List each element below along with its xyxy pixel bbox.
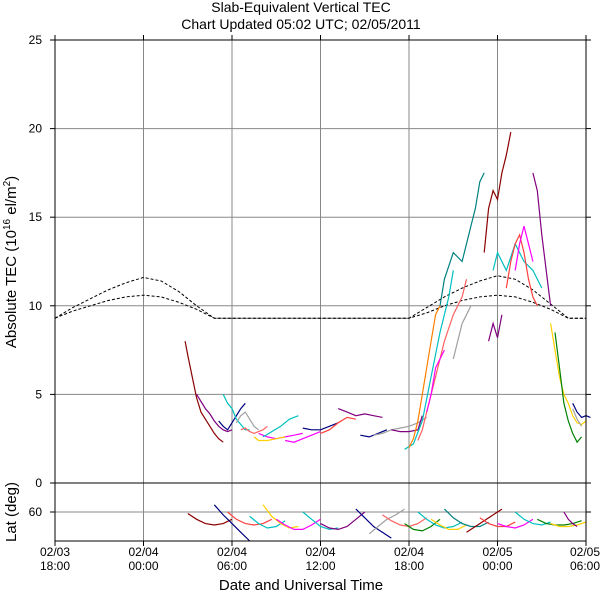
x-tick-date: 02/03 [40,545,70,559]
lat-tick-label: 60 [29,505,43,519]
lat-series-line [355,508,392,539]
tec-series-line [532,172,552,306]
lat-series-line [514,511,551,526]
lat-series-line [382,514,428,528]
tec-series-line [253,436,286,442]
y-label-mid: el/m [3,186,20,219]
x-tick-date: 02/04 [394,545,424,559]
lat-series-line [550,521,587,528]
tec-series-line [196,394,233,433]
tec-series-line [505,233,538,307]
x-tick-date: 02/05 [570,545,600,559]
lat-series-line [187,512,233,526]
lat-series-line [430,518,467,531]
lat-series-line [368,508,405,535]
lat-series-line [497,518,534,529]
y-tick-label: 25 [29,33,43,47]
tec-series-line [320,416,357,434]
chart-title: Slab-Equivalent Vertical TEC [211,0,391,15]
tec-series-line [240,425,268,435]
reference-curve [54,275,586,319]
y-label-exp: 16 [2,218,13,230]
x-tick-time: 00:00 [128,559,158,573]
x-tick-date: 02/04 [128,545,158,559]
lat-series-line [417,511,463,529]
main-y-ticks: 0 5 10 15 20 25 [29,33,591,490]
x-axis-label: Date and Universal Time [219,577,383,592]
tec-series-line [417,279,468,441]
tec-series-line [235,411,259,431]
reference-curves [54,275,586,319]
reference-curve [54,294,586,319]
tec-series-line [184,341,224,443]
chart-subtitle: Chart Updated 05:02 UTC; 02/05/2011 [181,16,421,32]
lat-series-line [227,511,273,526]
y-axis-label-lat: Lat (deg) [3,482,20,542]
y-tick-label: 15 [29,210,43,224]
x-tick-time: 00:00 [482,559,512,573]
tec-series-line [218,402,246,431]
tec-series-line [408,305,441,448]
tec-series-line [404,270,454,450]
lat-series-line [213,504,251,542]
x-tick-date: 02/04 [305,545,335,559]
y-tick-label: 10 [29,299,43,313]
tec-series-line [488,314,503,342]
tec-series-line [554,332,583,444]
y-label-suffix: ) [3,176,20,181]
y-axis-label-main: Absolute TEC (1016 el/m2) [2,176,20,348]
tec-series-line [492,242,543,289]
lat-series-line [262,504,299,529]
tec-series-line [452,305,472,360]
lat-grid [54,483,587,541]
lat-series-line [275,518,321,531]
x-tick-time: 06:00 [570,559,600,573]
y-label-exp2: 2 [2,180,13,186]
lat-series-line [249,515,286,529]
lat-series-line [537,518,582,526]
x-tick-time: 12:00 [305,559,335,573]
main-grid [54,39,587,484]
x-tick-time: 06:00 [217,559,247,573]
lat-y-ticks: 60 [29,482,591,519]
tec-series-line [514,225,534,271]
y-tick-label: 20 [29,122,43,136]
y-tick-label: 5 [35,387,42,401]
tec-series-line [337,408,383,418]
x-tick-time: 18:00 [40,559,70,573]
y-label-prefix: Absolute TEC (10 [3,230,20,348]
tec-series-line [426,349,445,413]
tec-series-line [572,403,591,419]
x-tick-time: 18:00 [394,559,424,573]
lat-series [187,504,587,542]
lat-series-line [479,517,516,528]
lat-series-line [563,511,578,528]
tec-series-line [439,172,485,306]
tec-series-line [483,131,512,253]
lat-series-line [320,511,366,531]
x-tick-date: 02/05 [482,545,512,559]
x-ticks: 02/0318:0002/0400:0002/0406:0002/0412:00… [40,35,600,573]
tec-series-line [572,408,583,427]
tec-series-line [284,431,321,443]
tec-series-line [302,422,339,431]
tec-series [184,131,591,450]
tec-series-line [222,394,250,431]
x-tick-date: 02/04 [217,545,247,559]
lat-series-line [443,508,489,528]
tec-series-line [391,415,423,433]
y-tick-label: 0 [35,476,42,490]
tec-series-line [262,415,299,438]
